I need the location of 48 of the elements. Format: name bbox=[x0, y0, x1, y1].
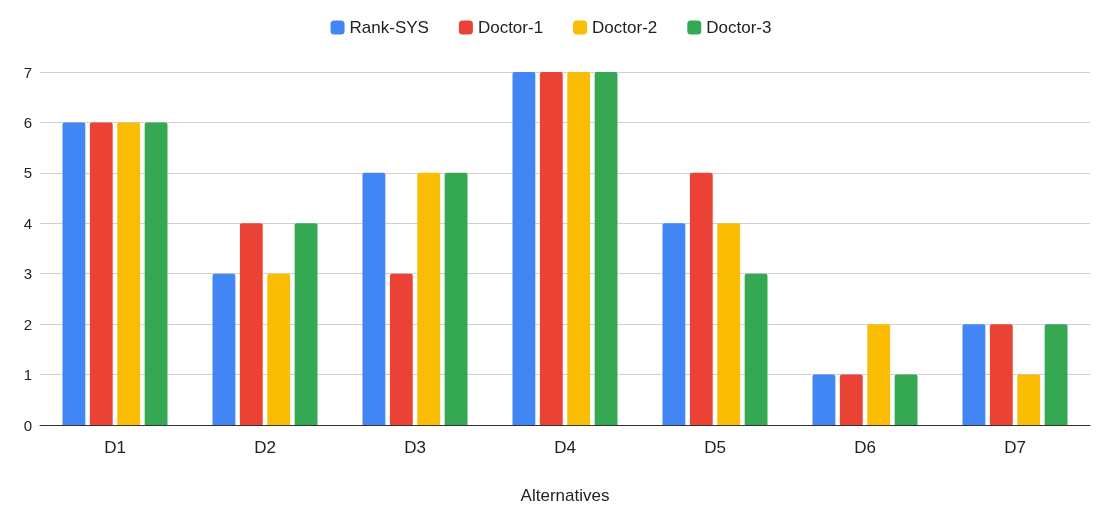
bar bbox=[689, 172, 713, 425]
bar bbox=[512, 72, 536, 425]
y-tick-label: 4 bbox=[23, 214, 32, 232]
x-tick-label: D1 bbox=[104, 438, 126, 457]
y-tick-label: 0 bbox=[23, 416, 32, 434]
bar bbox=[294, 223, 318, 425]
bar bbox=[567, 72, 591, 425]
legend-label: Doctor-1 bbox=[477, 18, 544, 37]
bar bbox=[117, 122, 141, 425]
bar bbox=[389, 273, 413, 425]
x-tick-label: D5 bbox=[704, 438, 726, 457]
x-tick-label: D3 bbox=[404, 438, 426, 457]
bar bbox=[267, 273, 291, 425]
x-tick-label: D7 bbox=[1004, 438, 1026, 457]
bar bbox=[417, 172, 441, 425]
bar bbox=[539, 72, 563, 425]
bar bbox=[662, 223, 686, 425]
y-tick-label: 3 bbox=[23, 265, 32, 283]
bar bbox=[62, 122, 86, 425]
bar bbox=[594, 72, 618, 425]
bar bbox=[212, 273, 236, 425]
y-tick-label: 1 bbox=[23, 366, 32, 384]
y-tick-label: 6 bbox=[23, 113, 32, 131]
bar bbox=[362, 172, 386, 425]
bar bbox=[1044, 324, 1068, 425]
x-axis-title: Alternatives bbox=[520, 486, 610, 505]
bar bbox=[894, 374, 918, 425]
bar bbox=[1017, 374, 1041, 425]
legend-label: Doctor-2 bbox=[592, 18, 658, 37]
bar bbox=[867, 324, 891, 425]
bar bbox=[144, 122, 168, 425]
bar bbox=[839, 374, 863, 425]
bar bbox=[962, 324, 986, 425]
y-tick-label: 5 bbox=[23, 164, 32, 182]
bar bbox=[89, 122, 113, 425]
bar bbox=[444, 172, 468, 425]
y-tick-label: 2 bbox=[23, 315, 32, 333]
bar bbox=[812, 374, 836, 425]
bar bbox=[717, 223, 741, 425]
bar bbox=[989, 324, 1013, 425]
x-tick-label: D6 bbox=[854, 438, 876, 457]
y-tick-label: 7 bbox=[23, 63, 32, 81]
x-tick-label: D2 bbox=[254, 438, 276, 457]
legend-label: Rank-SYS bbox=[349, 18, 429, 37]
x-tick-label: D4 bbox=[554, 438, 576, 457]
legend-label: Doctor-3 bbox=[706, 18, 772, 37]
bar bbox=[744, 273, 768, 425]
bar bbox=[239, 223, 263, 425]
